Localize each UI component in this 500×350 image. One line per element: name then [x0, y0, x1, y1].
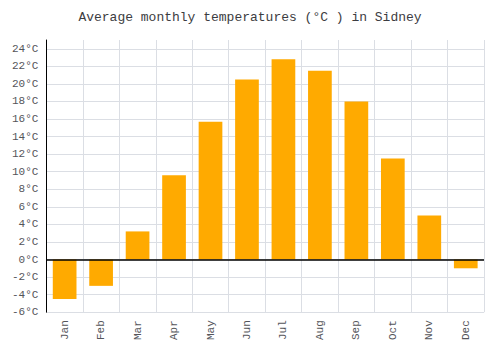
svg-text:18°C: 18°C — [12, 95, 39, 107]
svg-text:8°C: 8°C — [19, 183, 39, 195]
svg-text:-2°C: -2°C — [12, 271, 39, 283]
svg-text:Mar: Mar — [132, 320, 144, 340]
svg-text:4°C: 4°C — [19, 218, 39, 230]
svg-text:-6°C: -6°C — [12, 306, 39, 318]
svg-text:2°C: 2°C — [19, 236, 39, 248]
svg-text:24°C: 24°C — [12, 43, 39, 55]
svg-text:6°C: 6°C — [19, 201, 39, 213]
svg-text:Aug: Aug — [314, 320, 326, 340]
svg-text:Dec: Dec — [460, 320, 472, 340]
svg-text:12°C: 12°C — [12, 148, 39, 160]
svg-text:-4°C: -4°C — [12, 289, 39, 301]
svg-text:20°C: 20°C — [12, 78, 39, 90]
svg-text:Average monthly temperatures (: Average monthly temperatures (°C ) in Si… — [78, 10, 421, 25]
svg-text:Oct: Oct — [387, 320, 399, 340]
svg-text:10°C: 10°C — [12, 166, 39, 178]
svg-text:Jul: Jul — [277, 320, 289, 340]
svg-text:Jun: Jun — [241, 320, 253, 340]
svg-text:May: May — [205, 320, 217, 340]
svg-text:16°C: 16°C — [12, 113, 39, 125]
svg-text:22°C: 22°C — [12, 60, 39, 72]
svg-text:0°C: 0°C — [19, 254, 39, 266]
svg-text:Jan: Jan — [59, 320, 71, 340]
svg-text:Feb: Feb — [95, 320, 107, 340]
svg-text:Apr: Apr — [168, 320, 180, 340]
svg-text:Sep: Sep — [350, 320, 362, 340]
svg-text:Nov: Nov — [423, 320, 435, 340]
svg-text:14°C: 14°C — [12, 131, 39, 143]
